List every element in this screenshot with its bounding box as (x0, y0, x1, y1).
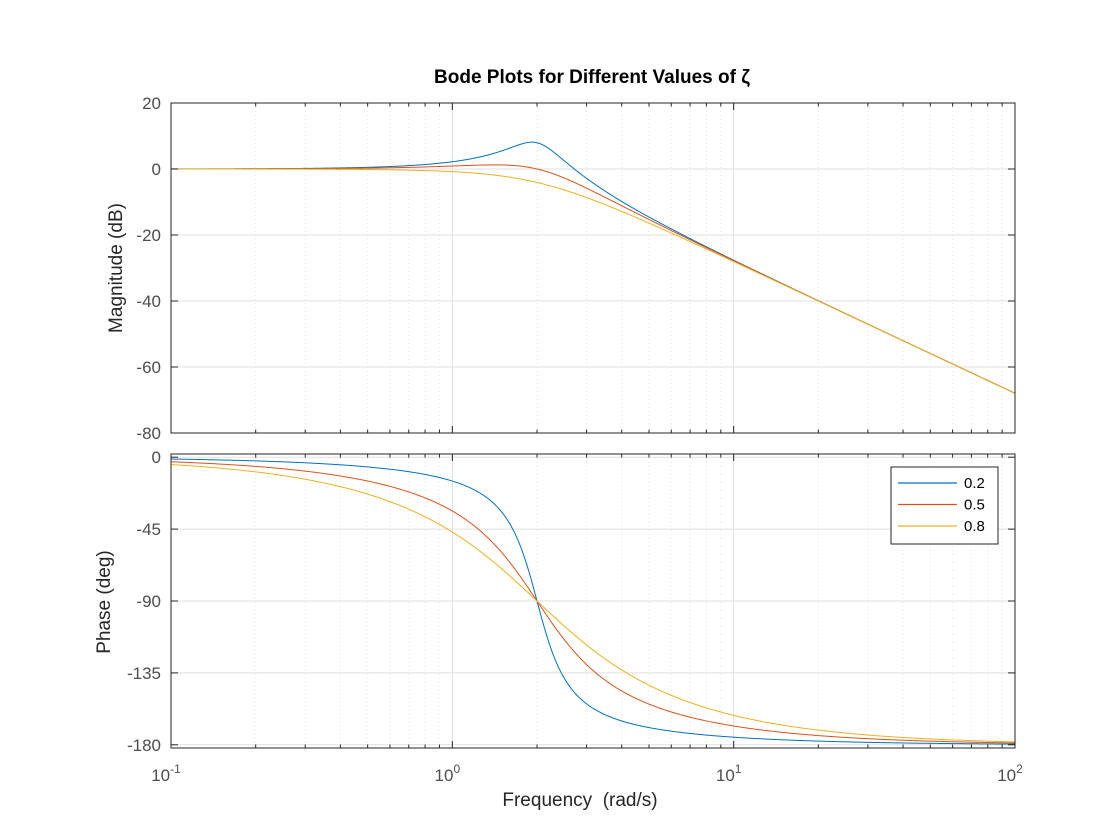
magnitude-axes-box (170, 102, 1016, 434)
x-axis-ticks: 10-1 100 101 102 (151, 762, 1023, 785)
x-axis-label: Frequency (rad/s) (502, 790, 657, 811)
magnitude-y-ticks: 20 0 -20 -40 -60 -80 (136, 94, 1016, 443)
magnitude-grid (171, 103, 1015, 433)
phase-grid (171, 454, 1015, 748)
legend: 0.2 0.5 0.8 (890, 466, 999, 545)
x-tick-label: 102 (997, 762, 1023, 785)
phase-line-zeta-0.2 (170, 458, 1016, 745)
x-tick-label: 10-1 (151, 762, 181, 785)
x-tick-label: 100 (435, 762, 461, 785)
legend-label-0.8: 0.8 (964, 518, 985, 535)
legend-box (890, 466, 999, 545)
phase-series (170, 458, 1016, 745)
magnitude-y-tick-label: 20 (142, 94, 161, 113)
magnitude-y-tick-label: -60 (136, 358, 161, 377)
phase-plot: 0 -45 -90 -135 -180 Phase (deg) (94, 448, 1016, 755)
magnitude-line-zeta-0.8 (171, 168, 1016, 394)
magnitude-y-tick-label: -20 (136, 226, 161, 245)
phase-y-axis-label: Phase (deg) (94, 550, 115, 654)
legend-label-0.5: 0.5 (964, 497, 985, 514)
magnitude-y-tick-label: 0 (152, 160, 161, 179)
magnitude-y-tick-label: -80 (136, 424, 161, 443)
x-tick-label: 101 (716, 762, 742, 785)
magnitude-series (171, 141, 1016, 394)
legend-label-0.2: 0.2 (964, 475, 985, 492)
phase-y-tick-label: -180 (127, 736, 161, 755)
phase-y-tick-label: -45 (136, 520, 161, 539)
magnitude-y-axis-label: Magnitude (dB) (106, 203, 127, 333)
phase-line-zeta-0.8 (170, 464, 1016, 743)
phase-y-tick-label: -135 (127, 664, 161, 683)
legend-items: 0.2 0.5 0.8 (898, 475, 985, 535)
phase-y-tick-label: -90 (136, 592, 161, 611)
chart-title: Bode Plots for Different Values of ζ (434, 67, 750, 88)
phase-y-ticks: 0 -45 -90 -135 -180 (127, 448, 1016, 755)
magnitude-plot-area (171, 103, 1015, 433)
phase-line-zeta-0.5 (170, 461, 1016, 744)
magnitude-y-tick-label: -40 (136, 292, 161, 311)
phase-y-tick-label: 0 (152, 448, 161, 467)
magnitude-plot: 20 0 -20 -40 -60 -80 Magnitude (dB) (106, 94, 1016, 443)
